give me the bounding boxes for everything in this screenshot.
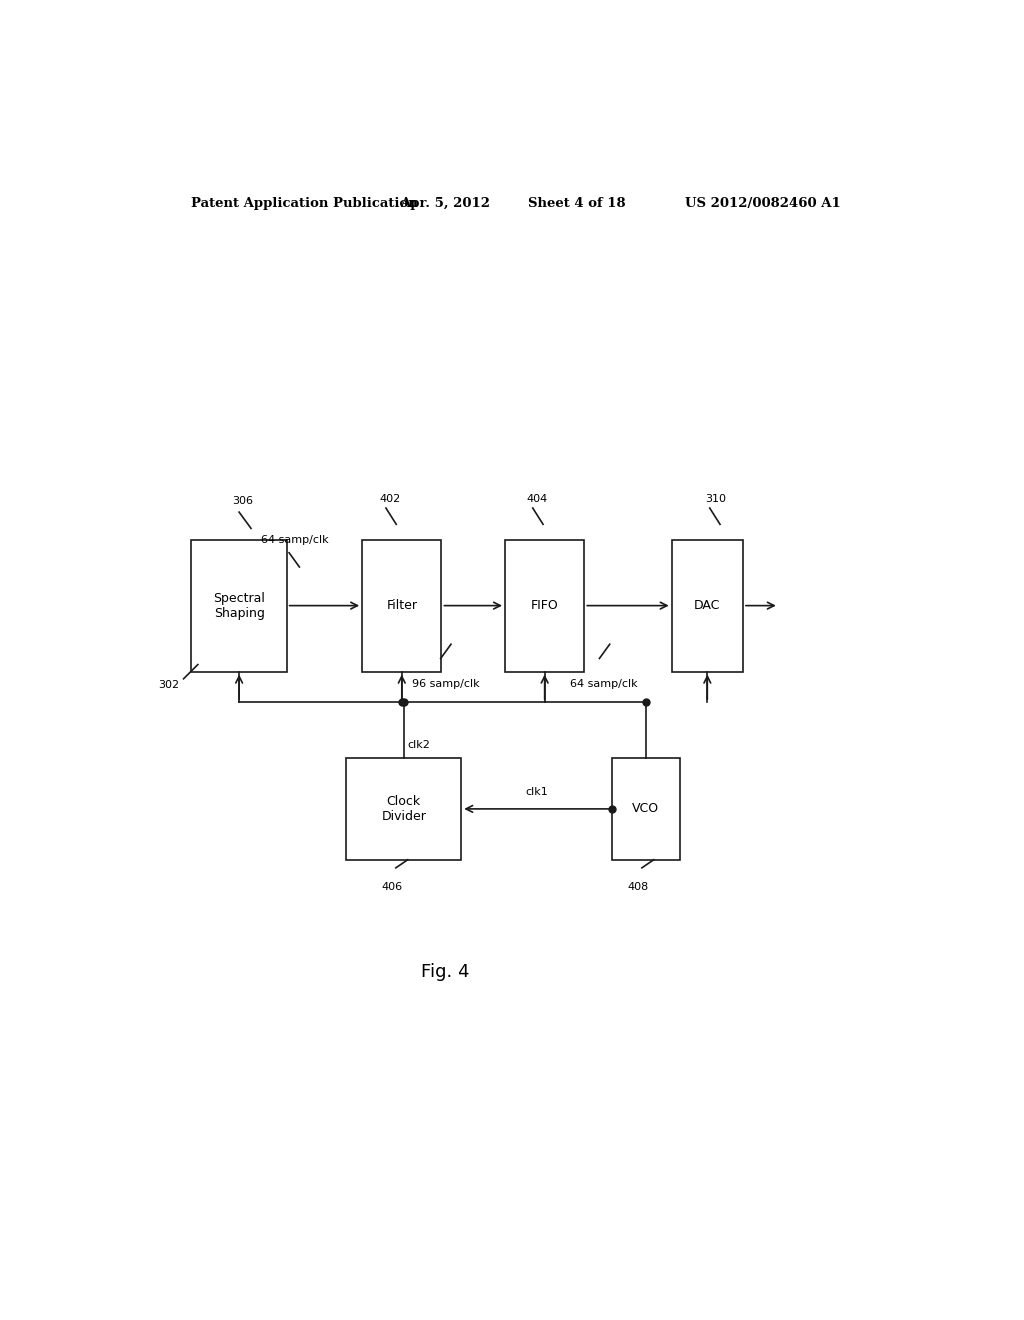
Text: Filter: Filter <box>386 599 418 612</box>
Text: FIFO: FIFO <box>530 599 558 612</box>
Bar <box>672 540 743 672</box>
Text: 64 samp/clk: 64 samp/clk <box>261 535 329 545</box>
Text: 402: 402 <box>379 494 400 504</box>
Text: Apr. 5, 2012: Apr. 5, 2012 <box>400 197 490 210</box>
Text: Spectral
Shaping: Spectral Shaping <box>213 591 265 619</box>
Text: clk1: clk1 <box>525 787 548 797</box>
Text: 302: 302 <box>159 680 179 690</box>
Text: 96 samp/clk: 96 samp/clk <box>412 678 479 689</box>
Text: 404: 404 <box>526 494 548 504</box>
Text: 306: 306 <box>232 496 254 506</box>
Text: clk2: clk2 <box>408 741 431 750</box>
Text: US 2012/0082460 A1: US 2012/0082460 A1 <box>685 197 841 210</box>
Text: 408: 408 <box>628 882 648 892</box>
Text: 406: 406 <box>381 882 402 892</box>
Text: 64 samp/clk: 64 samp/clk <box>570 678 638 689</box>
Text: 310: 310 <box>705 494 726 504</box>
Text: VCO: VCO <box>632 803 659 816</box>
Bar <box>362 540 441 672</box>
Text: DAC: DAC <box>694 599 721 612</box>
Bar <box>191 540 287 672</box>
Bar <box>505 540 585 672</box>
Text: Clock
Divider: Clock Divider <box>381 795 426 822</box>
Text: Fig. 4: Fig. 4 <box>421 962 470 981</box>
Bar <box>346 758 461 859</box>
Text: Sheet 4 of 18: Sheet 4 of 18 <box>527 197 626 210</box>
Bar <box>612 758 680 859</box>
Text: Patent Application Publication: Patent Application Publication <box>191 197 418 210</box>
